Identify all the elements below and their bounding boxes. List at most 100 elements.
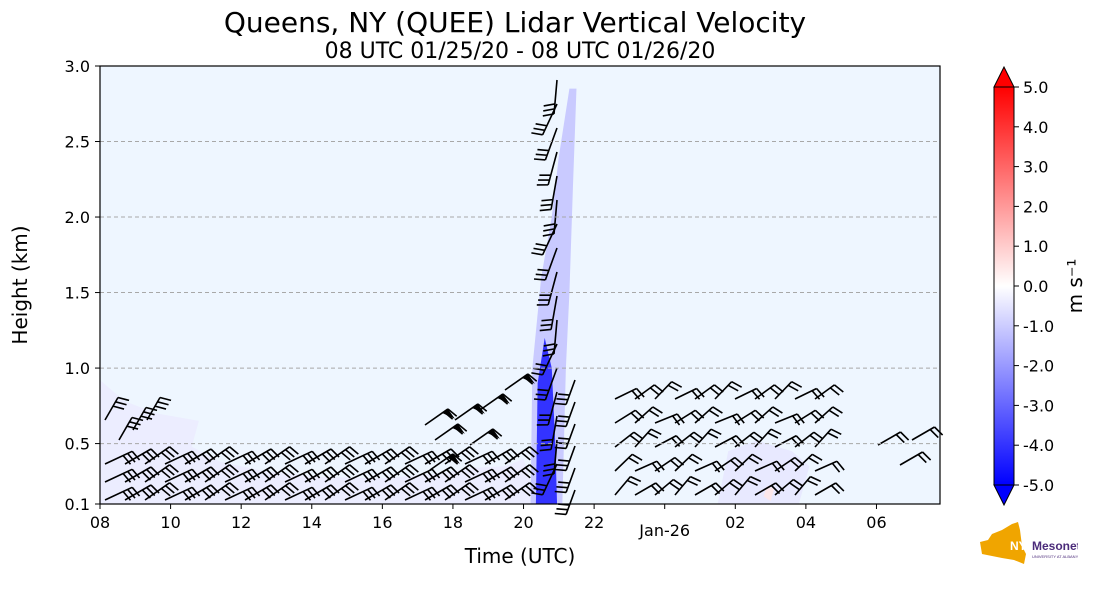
colorbar-tick-label: 1.0	[1023, 237, 1048, 256]
wind-barb	[877, 431, 910, 446]
wind-barb-flag	[487, 428, 500, 439]
x-tick-label: Jan-26	[638, 521, 690, 540]
wind-barb	[899, 451, 932, 466]
velocity-field-4	[763, 485, 775, 501]
colorbar-tick-label: 3.0	[1023, 158, 1048, 177]
wind-barb	[284, 450, 321, 465]
wind-barb	[734, 431, 764, 448]
wind-barb	[444, 482, 479, 501]
wind-barb	[554, 467, 576, 494]
wind-barb	[484, 448, 520, 465]
wind-barb	[754, 460, 785, 473]
wind-barb	[694, 406, 723, 424]
wind-barb	[424, 484, 460, 501]
wind-barb	[774, 478, 804, 496]
wind-barb	[504, 464, 539, 483]
wind-barb	[554, 489, 576, 516]
colorbar-ramp	[993, 86, 1015, 486]
wind-barb	[674, 453, 703, 472]
y-tick-label: 0.5	[65, 435, 90, 454]
wind-barb	[384, 446, 419, 465]
wind-barb	[124, 466, 160, 483]
wind-barb	[531, 103, 558, 136]
wind-barb	[184, 466, 220, 483]
wind-barb	[536, 271, 558, 306]
wind-barb	[304, 448, 340, 465]
wind-barb	[224, 486, 261, 501]
plot-frame	[99, 65, 941, 505]
wind-barb	[144, 446, 179, 465]
wind-barb-flag	[472, 403, 485, 414]
wind-barb	[614, 431, 644, 448]
x-tick-label: 08	[90, 513, 110, 532]
wind-barb	[814, 482, 845, 496]
wind-barbs	[104, 79, 944, 516]
wind-barb-flag	[497, 393, 510, 404]
wind-barb	[384, 464, 419, 483]
wind-barb	[614, 475, 642, 496]
wind-barb	[814, 406, 843, 424]
wind-barb	[674, 431, 704, 448]
grid-lines	[100, 141, 940, 445]
wind-barb-flag	[447, 453, 460, 464]
wind-barb	[484, 484, 520, 501]
colorbar-tick-label: -1.0	[1023, 317, 1054, 336]
wind-barb	[734, 387, 765, 400]
wind-barb	[284, 486, 321, 501]
colorbar-tick-label: 4.0	[1023, 118, 1048, 137]
wind-barb-flag	[452, 423, 465, 434]
wind-barb	[814, 460, 845, 473]
wind-barb	[144, 464, 179, 483]
wind-barb	[542, 79, 558, 117]
wind-barb	[284, 468, 321, 483]
wind-barb	[614, 387, 645, 400]
wind-barb	[533, 127, 558, 161]
wind-barb	[794, 475, 822, 496]
wind-barb	[424, 448, 460, 465]
wind-barb	[244, 484, 280, 501]
wind-barb	[184, 448, 220, 465]
wind-barb	[324, 464, 359, 483]
y-tick-label: 2.0	[65, 208, 90, 227]
wind-barb	[264, 464, 299, 483]
x-tick-label: 22	[584, 513, 604, 532]
wind-barb	[104, 468, 141, 483]
wind-barb	[324, 482, 359, 501]
wind-barb	[324, 446, 359, 465]
wind-barb-flag	[442, 408, 455, 419]
wind-barb	[364, 466, 400, 483]
x-tick-label: 14	[302, 513, 322, 532]
wind-barb	[674, 475, 702, 496]
y-tick-label: 3.0	[65, 57, 90, 76]
wind-barb	[464, 486, 501, 501]
wind-barb	[504, 482, 539, 501]
wind-barb	[554, 445, 576, 472]
x-tick-label: 18	[443, 513, 463, 532]
y-axis-label: Height (km)	[8, 225, 32, 344]
colorbar-extend-max	[993, 65, 1015, 88]
colorbar-tick-label: -2.0	[1023, 357, 1054, 376]
wind-barb	[224, 468, 261, 483]
x-tick-label: 16	[372, 513, 392, 532]
svg-text:NYS: NYS	[1010, 539, 1035, 553]
wind-barb	[654, 478, 684, 496]
wind-barb	[674, 387, 705, 400]
y-axis: 0.1 0.5 1.0 1.5 2.0 2.5 3.0	[65, 57, 100, 514]
wind-barb	[634, 406, 663, 424]
wind-barb	[536, 391, 558, 426]
wind-barb	[536, 151, 558, 186]
x-tick-label: 06	[866, 513, 886, 532]
wind-barb	[554, 401, 576, 428]
wind-barb	[694, 460, 725, 473]
wind-barb	[814, 384, 844, 400]
wind-barb	[204, 464, 239, 483]
svg-text:Mesonet: Mesonet	[1032, 539, 1078, 553]
wind-barb	[444, 464, 479, 483]
wind-barb	[464, 450, 501, 465]
colorbar-extend-min	[993, 484, 1015, 507]
wind-barb	[533, 367, 558, 401]
wind-barb	[204, 482, 239, 501]
wind-barb	[364, 484, 400, 501]
x-axis-label: Time (UTC)	[464, 544, 576, 568]
wind-barb	[444, 446, 479, 465]
